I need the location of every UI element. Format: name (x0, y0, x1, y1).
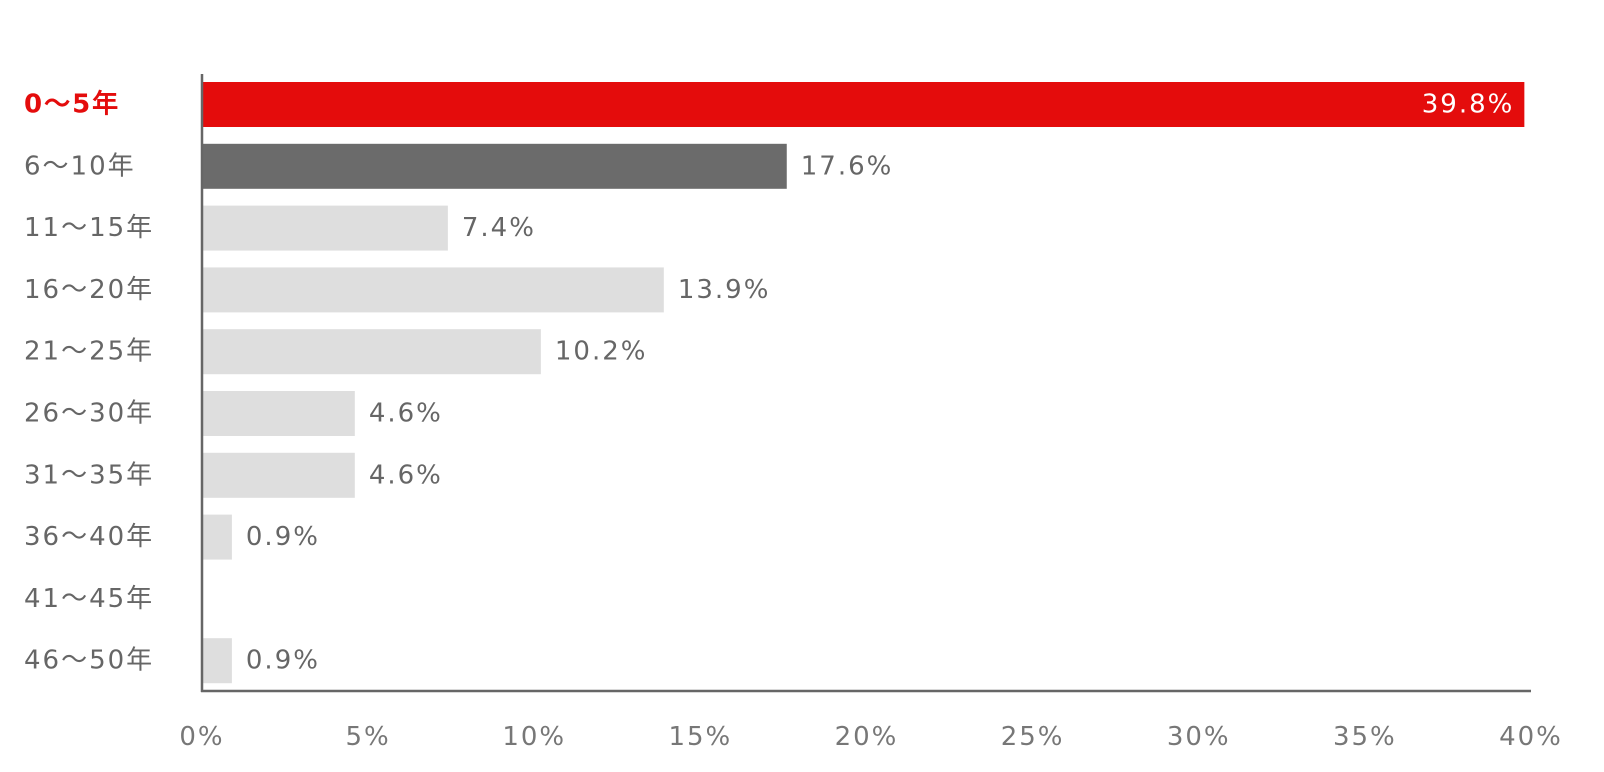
category-label: 36～40年 (24, 522, 154, 552)
bar (203, 391, 355, 436)
value-label: 13.9% (678, 275, 771, 305)
value-labels-group: 39.8% 17.6% 7.4% 13.9% 10.2% 4.6% 4.6% 0.9% 0.9% (246, 90, 1515, 676)
category-label: 16～20年 (24, 275, 154, 305)
bar (203, 329, 541, 375)
category-label: 26～30年 (24, 399, 154, 429)
bar (203, 514, 232, 560)
x-tick-label: 15% (668, 722, 732, 752)
x-tick-label: 30% (1167, 722, 1231, 752)
category-label: 6～10年 (24, 151, 136, 181)
value-label: 0.9% (246, 522, 320, 552)
bar (203, 267, 664, 313)
category-label: 31～35年 (24, 460, 154, 490)
x-tick-label: 25% (1001, 722, 1065, 752)
category-label: 21～25年 (24, 337, 154, 367)
category-label: 0～5年 (24, 89, 120, 120)
x-tick-label: 35% (1333, 722, 1397, 752)
bar (203, 205, 448, 251)
bar (203, 452, 355, 498)
category-label: 11～15年 (24, 213, 154, 243)
value-label: 17.6% (801, 151, 894, 181)
category-label: 46～50年 (24, 646, 154, 676)
bars-group (203, 82, 1525, 684)
category-labels-group: 0～5年 6～10年 11～15年 16～20年 21～25年 26～30年 31～35年 3… (24, 89, 154, 676)
value-label: 39.8% (1422, 90, 1515, 120)
value-label: 7.4% (462, 213, 536, 243)
bar (203, 143, 787, 189)
x-tick-label: 10% (502, 722, 566, 752)
x-tick-label: 40% (1499, 722, 1563, 752)
x-tick-label: 5% (346, 722, 391, 752)
value-label: 10.2% (555, 337, 648, 367)
bar (203, 82, 1525, 127)
x-tick-labels-group: 0% 5% 10% 15% 20% 25% 30% 35% 40% (179, 722, 1563, 752)
x-tick-label: 0% (179, 722, 224, 752)
value-label: 4.6% (369, 460, 443, 490)
bar (203, 638, 232, 684)
x-tick-label: 20% (835, 722, 899, 752)
value-label: 4.6% (369, 399, 443, 429)
axes-group (200, 74, 1531, 693)
category-label: 41～45年 (24, 584, 154, 614)
value-label: 0.9% (246, 646, 320, 676)
